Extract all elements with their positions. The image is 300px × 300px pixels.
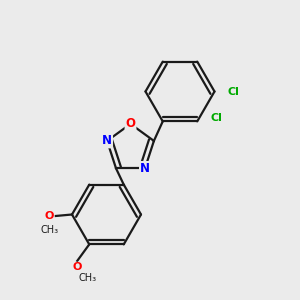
Text: O: O [73, 262, 82, 272]
Text: O: O [45, 211, 54, 221]
Text: N: N [140, 162, 150, 175]
Text: O: O [125, 117, 136, 130]
Text: Cl: Cl [228, 86, 240, 97]
Text: CH₃: CH₃ [79, 273, 97, 283]
Text: N: N [102, 134, 112, 147]
Text: Cl: Cl [211, 113, 223, 123]
Text: CH₃: CH₃ [40, 225, 58, 235]
